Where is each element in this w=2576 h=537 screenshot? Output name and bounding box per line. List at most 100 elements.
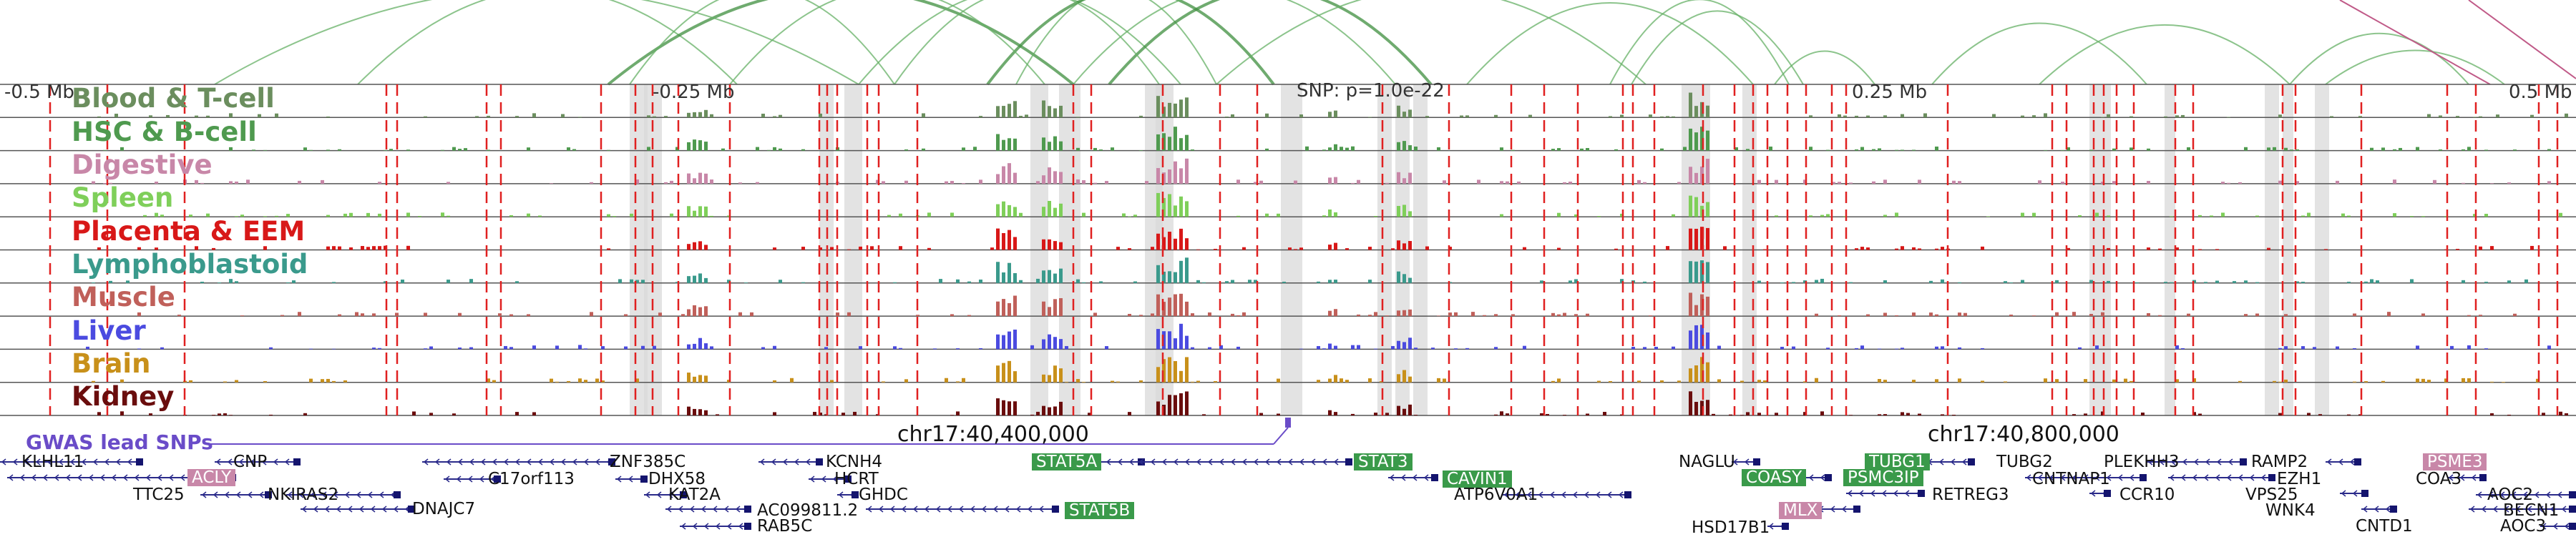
signal-peak (2376, 280, 2379, 283)
signal-peak (887, 215, 891, 217)
signal-peak (1168, 297, 1171, 317)
signal-peak (1402, 243, 1406, 250)
track-label-hsc-b-cell[interactable]: HSC & B-cell (72, 117, 257, 147)
strand-arrow (2226, 474, 2232, 481)
gene-label[interactable]: TTC25 (133, 486, 185, 504)
gene-label[interactable]: KLHL11 (21, 453, 84, 471)
signal-peak (1952, 180, 1956, 184)
strand-arrow (2471, 474, 2477, 481)
gene-label[interactable]: VPS25 (2245, 486, 2298, 504)
gene-label[interactable]: CNTD1 (2356, 517, 2413, 536)
track-label-kidney[interactable]: Kidney (72, 381, 175, 412)
signal-peak (1179, 293, 1183, 317)
gene-label[interactable]: EZH1 (2277, 470, 2322, 488)
gene-label[interactable]: AOC3 (2500, 517, 2547, 536)
gene-label[interactable]: RAMP2 (2251, 453, 2308, 471)
track-label-muscle[interactable]: Muscle (72, 282, 175, 312)
gene-label[interactable]: GHDC (859, 486, 908, 504)
gene-label[interactable]: KAT2A (668, 486, 721, 504)
signal-peak (2170, 282, 2173, 283)
signal-peak (2089, 314, 2093, 317)
gene-label[interactable]: ACLY (187, 469, 236, 486)
signal-peak (1328, 280, 1332, 283)
signal-peak (1168, 169, 1171, 184)
strand-arrow (2060, 474, 2066, 481)
gene-label[interactable]: BECN1 (2503, 501, 2560, 520)
signal-peak (973, 147, 977, 151)
track-label-spleen[interactable]: Spleen (72, 182, 174, 213)
gene-label[interactable]: ZNF385C (610, 453, 686, 471)
signal-peak (1168, 232, 1171, 250)
gene-label[interactable]: WNK4 (2265, 501, 2316, 520)
gene-label[interactable]: CNP (233, 453, 268, 471)
signal-peak (326, 378, 330, 383)
gene-exon (744, 506, 751, 513)
signal-peak (1437, 147, 1440, 151)
gene-label[interactable]: RAB5C (757, 517, 813, 536)
strand-arrow (344, 491, 350, 498)
gene-label[interactable]: TUBG2 (1996, 453, 2053, 471)
signal-peak (1025, 114, 1028, 118)
gene-label[interactable]: DHX58 (648, 470, 706, 488)
signal-peak (1191, 381, 1194, 383)
strand-arrow (446, 458, 452, 465)
gene-label[interactable]: HSD17B1 (1692, 518, 1770, 537)
strand-arrow (666, 506, 672, 513)
gene-label[interactable]: TUBG1 (1865, 453, 1930, 471)
signal-peak (2089, 149, 2093, 151)
gene-label[interactable]: C17orf113 (488, 470, 575, 488)
signal-peak (498, 313, 502, 317)
strand-arrow (145, 474, 151, 481)
signal-peak (1528, 114, 1532, 118)
track-label-liver[interactable]: Liver (72, 315, 146, 346)
gene-label[interactable]: HCRT (834, 470, 879, 488)
signal-peak (841, 413, 845, 415)
track-label-lymphoblastoid[interactable]: Lymphoblastoid (72, 249, 308, 280)
gene-label[interactable]: COA3 (2416, 470, 2462, 488)
track-label-brain[interactable]: Brain (72, 348, 151, 379)
gene-label[interactable]: CNTNAP1 (2032, 470, 2110, 488)
signal-peak (704, 173, 708, 184)
signal-peak (2524, 279, 2528, 283)
signal-peak (1128, 412, 1131, 415)
gene-label[interactable]: PSME3 (2423, 453, 2487, 471)
gene-label[interactable]: PLEKHH3 (2104, 453, 2180, 471)
signal-peak (950, 212, 954, 217)
gene-label[interactable]: AOC2 (2487, 486, 2534, 504)
gene-label[interactable]: KCNH4 (826, 453, 883, 471)
gene-label[interactable]: PSMC3IP (1843, 469, 1923, 486)
signal-peak (1901, 114, 1904, 118)
gwas-track-label[interactable]: GWAS lead SNPs (26, 430, 213, 454)
gene-label[interactable]: NAGLU (1679, 453, 1735, 471)
signal-peak (916, 315, 919, 317)
gene-label[interactable]: STAT5B (1065, 502, 1135, 519)
signal-peak (1174, 127, 1177, 151)
track-label-blood-t-cell[interactable]: Blood & T-cell (72, 83, 275, 114)
track-label-placenta-eem[interactable]: Placenta & EEM (72, 216, 306, 247)
signal-peak (698, 241, 702, 250)
gene-label[interactable]: STAT5A (1032, 453, 1102, 471)
strand-arrow (572, 458, 577, 465)
signal-peak (2347, 282, 2351, 283)
gene-label[interactable]: STAT3 (1354, 453, 1413, 471)
gene-label[interactable]: RETREG3 (1932, 486, 2009, 504)
strand-arrow (336, 506, 341, 513)
gene-label[interactable]: NKIRAS2 (268, 486, 339, 504)
signal-peak (406, 149, 410, 151)
gene-label[interactable]: DNAJC7 (412, 500, 476, 518)
gene-label[interactable]: COASY (1742, 469, 1807, 486)
gene-label[interactable]: ATP6V0A1 (1454, 486, 1538, 504)
signal-peak (1351, 146, 1355, 151)
gene-label[interactable]: CAVIN1 (1443, 471, 1512, 488)
signal-peak (1677, 182, 1681, 184)
track-label-digestive[interactable]: Digestive (72, 149, 213, 180)
signal-peak (1609, 380, 1612, 383)
strand-arrow (12, 458, 18, 465)
gene-label[interactable]: CCR10 (2119, 486, 2175, 504)
signal-peak (561, 114, 565, 118)
gene-label[interactable]: MLX (1779, 502, 1823, 519)
gene-label[interactable]: AC099811.2 (757, 501, 859, 520)
signal-peak (1941, 414, 1944, 415)
